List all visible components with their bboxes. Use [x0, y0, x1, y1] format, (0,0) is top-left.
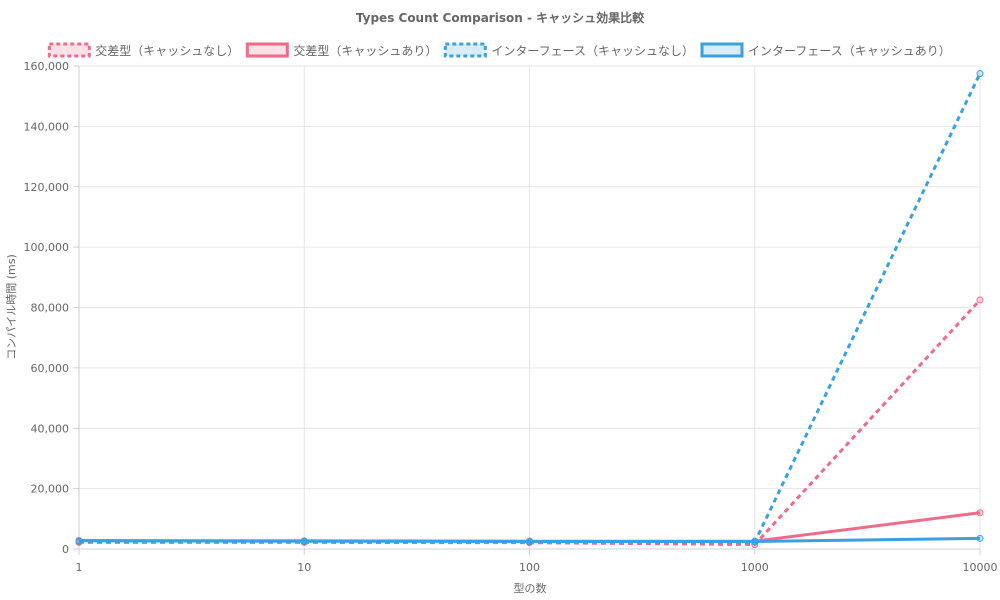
- y-tick-label: 20,000: [31, 483, 70, 496]
- x-tick-label: 1000: [741, 561, 769, 574]
- data-point: [526, 537, 533, 545]
- data-point: [976, 296, 984, 304]
- x-axis-label: 型の数: [514, 581, 547, 595]
- axes: 0 20,000 40,000 60,000 80,000 100,000 120,000 1…: [24, 60, 998, 574]
- legend-item-3: インターフェース（キャッシュなし）: [443, 42, 694, 58]
- y-tick-label: 100,000: [24, 241, 70, 254]
- legend-label: インターフェース（キャッシュあり）: [748, 44, 951, 58]
- legend: 交差型（キャッシュなし） 交差型（キャッシュあり） インターフェース（キャッシュなし…: [47, 42, 951, 58]
- data-point: [751, 537, 759, 545]
- y-axis-label: コンパイル時間 (ms): [5, 254, 18, 360]
- y-tick-label: 80,000: [31, 302, 70, 315]
- series-layer: [75, 70, 984, 548]
- legend-label: インターフェース（キャッシュなし）: [491, 44, 694, 58]
- legend-swatch: [245, 42, 289, 58]
- y-tick-label: 160,000: [24, 60, 70, 73]
- y-tick-label: 60,000: [31, 362, 70, 375]
- legend-item-1: 交差型（キャッシュなし）: [47, 42, 239, 58]
- x-tick-label: 10: [297, 561, 311, 574]
- x-tick-label: 100: [519, 561, 540, 574]
- legend-item-4: インターフェース（キャッシュあり）: [700, 42, 951, 58]
- chart-title: Types Count Comparison - キャッシュ効果比較: [356, 10, 645, 25]
- legend-item-2: 交差型（キャッシュあり）: [245, 42, 437, 58]
- data-point: [976, 70, 984, 78]
- data-point: [75, 537, 83, 545]
- x-tick-label: 1: [76, 561, 83, 574]
- data-point: [300, 537, 308, 545]
- x-tick-label: 10000: [963, 561, 998, 574]
- legend-swatch: [443, 42, 487, 58]
- grid: [78, 65, 981, 550]
- legend-label: 交差型（キャッシュなし）: [95, 43, 239, 58]
- series-line-4: [78, 536, 981, 543]
- y-tick-label: 40,000: [31, 422, 70, 435]
- legend-swatch: [47, 42, 91, 58]
- data-point: [976, 509, 984, 517]
- y-tick-label: 120,000: [24, 181, 70, 194]
- y-tick-label: 0: [62, 543, 69, 556]
- legend-swatch: [700, 42, 744, 58]
- data-point: [976, 534, 984, 542]
- legend-label: 交差型（キャッシュあり）: [293, 43, 437, 58]
- y-tick-label: 140,000: [24, 120, 70, 133]
